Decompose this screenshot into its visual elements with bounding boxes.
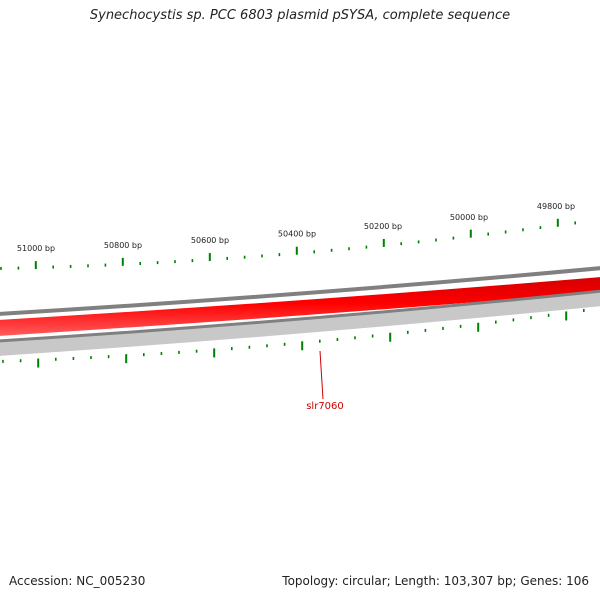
page-title: Synechocystis sp. PCC 6803 plasmid pSYSA… — [89, 8, 511, 23]
inner-scale-ticks — [2, 309, 585, 368]
scale-label: 50600 bp — [191, 236, 229, 245]
scale-label: 49800 bp — [537, 202, 575, 211]
gene-feature-slr7060[interactable] — [0, 277, 600, 336]
outer-scale-ticks — [0, 218, 577, 270]
backbone-inner — [0, 289, 600, 343]
scale-label: 50000 bp — [450, 213, 488, 222]
reverse-strand-track — [0, 292, 600, 356]
backbone-outer — [0, 266, 600, 316]
scale-label: 50400 bp — [278, 230, 316, 239]
gene-label-slr7060[interactable]: slr7060 — [306, 401, 344, 412]
accession-text: Accession: NC_005230 — [9, 574, 146, 588]
scale-label: 50800 bp — [104, 241, 142, 250]
topology-summary-text: Topology: circular; Length: 103,307 bp; … — [282, 574, 589, 588]
gene-label-connector — [319, 350, 324, 400]
scale-labels: 51000 bp 50800 bp 50600 bp 50400 bp 50200 bp… — [17, 202, 575, 253]
scale-label: 50200 bp — [364, 222, 402, 231]
scale-label: 51000 bp — [17, 244, 55, 253]
